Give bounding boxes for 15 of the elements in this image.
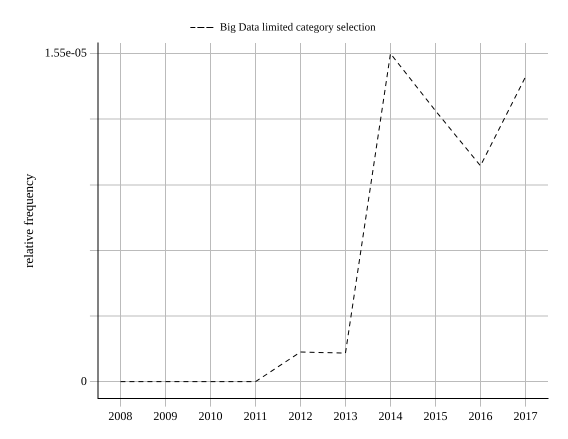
y-tick-label: 1.55e-05 [44,46,87,60]
x-tick-label: 2016 [468,408,492,423]
y-tick-label: 0 [80,374,87,388]
legend-label: Big Data limited category selection [220,21,376,34]
x-tick-label: 2014 [378,408,402,423]
x-tick-label: 2009 [153,408,178,423]
x-tick-label: 2017 [513,408,538,423]
x-tick-label: 2012 [288,408,312,423]
x-tick-label: 2008 [108,408,132,423]
line-series [120,53,526,382]
y-axis-title: relative frequency [21,173,36,268]
x-tick-label: 2013 [333,408,358,423]
x-tick-label: 2015 [423,408,448,423]
x-tick-label: 2011 [244,408,268,423]
x-tick-label: 2010 [198,408,222,423]
